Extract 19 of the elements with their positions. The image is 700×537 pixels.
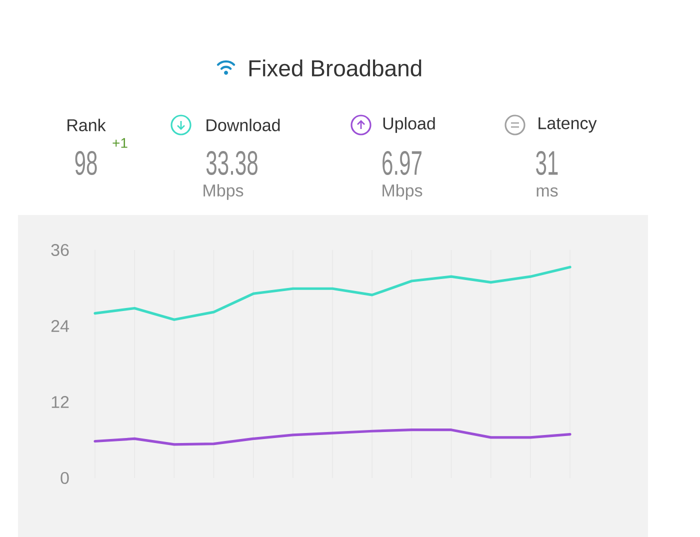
text: 6.97	[382, 150, 422, 176]
y-tick-label: 24	[51, 320, 69, 332]
text: 98	[75, 150, 97, 176]
legend-label: Upload	[383, 117, 435, 133]
line-series	[94, 428, 572, 446]
y-tick-label: 0	[60, 472, 69, 484]
text: Mbps	[382, 184, 422, 200]
line-series	[94, 266, 572, 321]
y-tick-label: 36	[51, 244, 69, 256]
text: 31	[536, 150, 558, 176]
text: ms	[536, 187, 558, 197]
text: +1	[112, 138, 128, 148]
text: Latency	[538, 117, 597, 133]
text: Mbps	[204, 184, 244, 200]
text: 33.38	[206, 150, 258, 176]
y-tick-label: 12	[52, 396, 69, 408]
chart-title: Fixed Broadband	[249, 60, 422, 76]
legend-label: Download	[206, 118, 280, 132]
text: Rank	[68, 118, 106, 132]
